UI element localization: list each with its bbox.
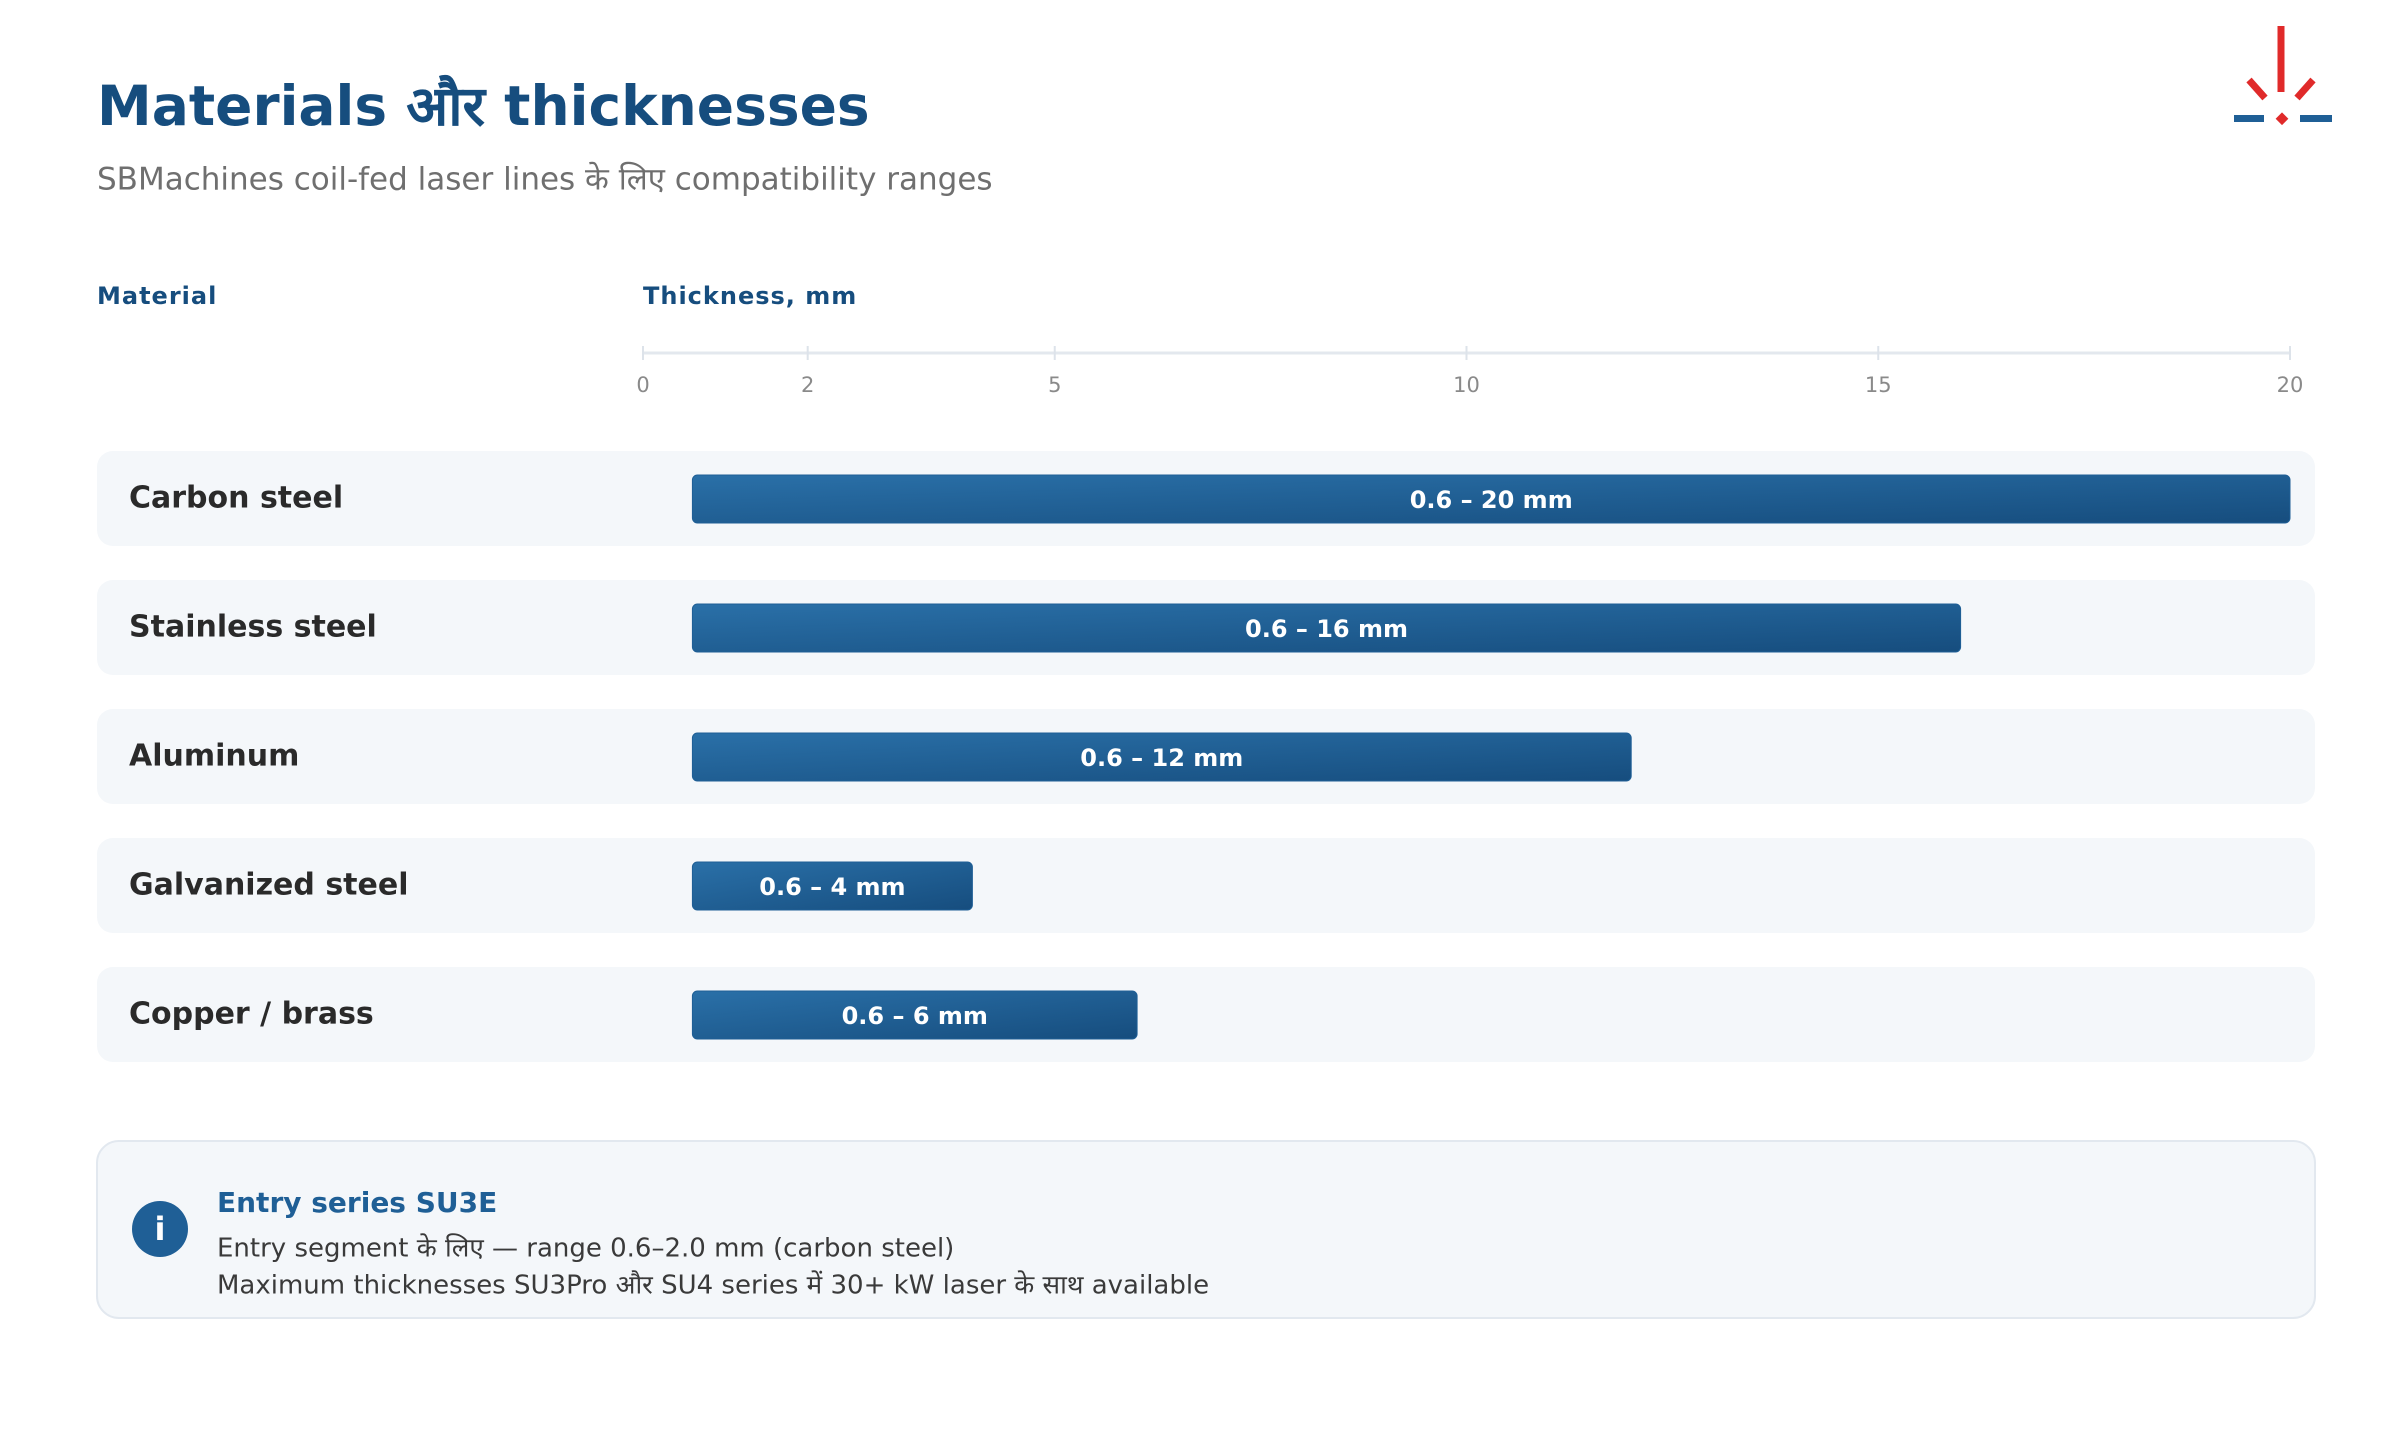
range-bar: [691, 990, 1138, 1040]
category-label: Copper / brass: [129, 997, 374, 1032]
axis-label: Thickness, mm: [643, 282, 857, 310]
category-header: Material: [97, 282, 217, 310]
subtitle: SBMachines coil-fed laser lines के लिए c…: [97, 162, 993, 198]
x-tick-label: 2: [801, 373, 814, 397]
note-title: Entry series SU3E: [217, 1186, 497, 1219]
x-tick-label: 0: [636, 373, 649, 397]
range-bar: [691, 861, 973, 911]
note-background: [96, 1140, 2316, 1319]
category-label: Aluminum: [129, 739, 299, 774]
note-line: Entry segment के लिए — range 0.6–2.0 mm …: [217, 1233, 954, 1264]
data-label: 0.6 – 4 mm: [759, 873, 905, 901]
chart-area: 0 2 5 10 15 20 Carbon steel 0.6 – 20 mm Stainles…: [97, 346, 2315, 1062]
note-line: Maximum thicknesses SU3Pro और SU4 series…: [217, 1270, 1209, 1301]
info-icon: [132, 1201, 188, 1257]
title: Materials और thicknesses: [97, 74, 870, 138]
range-bar: [691, 603, 1962, 653]
x-tick-label: 15: [1865, 373, 1892, 397]
logo: [2234, 26, 2332, 126]
category-label: Galvanized steel: [129, 868, 409, 903]
data-label: 0.6 – 20 mm: [1410, 486, 1573, 514]
x-tick-label: 10: [1453, 373, 1480, 397]
range-bar: [691, 732, 1632, 782]
note-box: i Entry series SU3E Entry segment के लिए…: [96, 1140, 2316, 1319]
range-bar: [691, 474, 2291, 524]
x-tick-label: 5: [1048, 373, 1061, 397]
x-tick-label: 20: [2277, 373, 2304, 397]
data-label: 0.6 – 16 mm: [1245, 615, 1408, 643]
data-label: 0.6 – 12 mm: [1080, 744, 1243, 772]
row-background: [97, 838, 2315, 933]
category-label: Carbon steel: [129, 481, 343, 516]
data-label: 0.6 – 6 mm: [842, 1002, 988, 1030]
category-label: Stainless steel: [129, 610, 377, 645]
info-icon-glyph: i: [155, 1210, 166, 1248]
row-background: [97, 967, 2315, 1062]
